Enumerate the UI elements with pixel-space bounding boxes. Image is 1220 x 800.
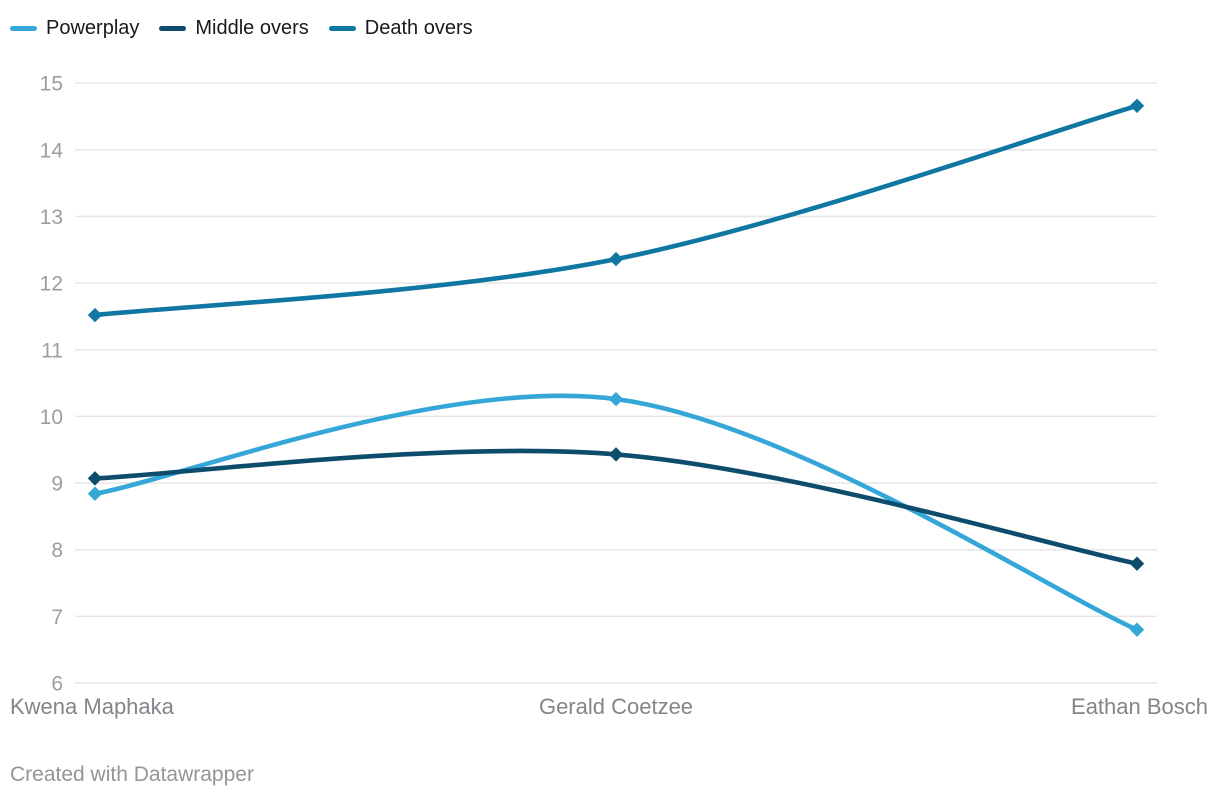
x-axis-label-kwena-maphaka: Kwena Maphaka [10,694,175,719]
data-point-marker-death-overs-eathan-bosch[interactable] [1129,98,1145,114]
x-axis-label-eathan-bosch: Eathan Bosch [1071,694,1208,719]
data-point-marker-middle-overs-gerald-coetzee[interactable] [608,447,624,462]
legend-swatch-icon [328,26,356,31]
data-point-marker-death-overs-kwena-maphaka[interactable] [87,307,103,323]
data-point-marker-powerplay-kwena-maphaka[interactable] [87,486,103,501]
series-line-powerplay [92,393,1140,632]
y-tick-label-13: 13 [40,206,63,229]
y-tick-label-9: 9 [51,473,63,496]
y-tick-label-15: 15 [40,73,63,96]
legend-swatch-icon [10,26,37,31]
data-point-marker-powerplay-gerald-coetzee[interactable] [608,391,624,407]
attribution-text: Created with Datawrapper [10,763,254,786]
legend: Powerplay Middle overs Death overs [10,17,473,40]
x-axis-label-gerald-coetzee: Gerald Coetzee [539,694,693,719]
legend-swatch-icon [159,26,187,31]
y-tick-label-10: 10 [40,406,63,429]
data-point-marker-middle-overs-eathan-bosch[interactable] [1129,556,1145,571]
y-tick-label-11: 11 [41,339,63,362]
data-point-marker-middle-overs-kwena-maphaka[interactable] [87,471,103,486]
legend-item-label: Death overs [364,17,473,39]
legend-item-powerplay: Powerplay [10,17,139,40]
data-point-marker-death-overs-gerald-coetzee[interactable] [608,251,624,267]
y-tick-label-14: 14 [40,139,64,162]
y-tick-label-7: 7 [51,606,63,629]
data-point-marker-powerplay-eathan-bosch[interactable] [1129,622,1145,637]
legend-item-death-overs: Death overs [328,17,473,40]
y-tick-label-12: 12 [40,273,63,296]
y-tick-label-6: 6 [51,673,63,696]
legend-item-label: Middle overs [195,17,309,39]
legend-item-middle-overs: Middle overs [159,17,309,40]
legend-item-label: Powerplay [46,17,140,39]
y-tick-label-8: 8 [51,539,63,562]
